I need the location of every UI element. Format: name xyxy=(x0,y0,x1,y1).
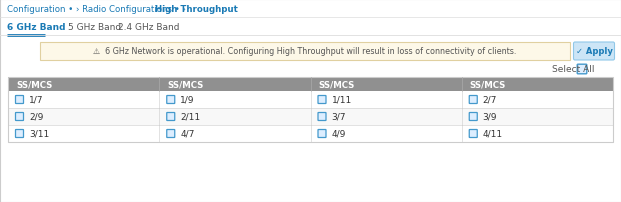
FancyBboxPatch shape xyxy=(16,96,24,104)
Text: SS/MCS: SS/MCS xyxy=(167,80,204,89)
Text: 2.4 GHz Band: 2.4 GHz Band xyxy=(118,23,179,32)
Bar xyxy=(8,78,613,92)
FancyBboxPatch shape xyxy=(16,113,24,121)
Text: 3/7: 3/7 xyxy=(332,113,346,121)
Bar xyxy=(8,125,613,142)
Text: 1/7: 1/7 xyxy=(29,96,43,104)
FancyBboxPatch shape xyxy=(469,96,478,104)
FancyBboxPatch shape xyxy=(167,96,175,104)
Text: SS/MCS: SS/MCS xyxy=(319,80,355,89)
Text: 2/11: 2/11 xyxy=(180,113,201,121)
Text: 3/9: 3/9 xyxy=(483,113,497,121)
Text: 4/7: 4/7 xyxy=(180,129,194,138)
Text: 1/11: 1/11 xyxy=(332,96,351,104)
FancyBboxPatch shape xyxy=(318,96,326,104)
Text: Configuration • › Radio Configurations • ›: Configuration • › Radio Configurations •… xyxy=(7,5,189,14)
Text: 4/11: 4/11 xyxy=(483,129,503,138)
Text: 2/9: 2/9 xyxy=(29,113,43,121)
Bar xyxy=(40,43,570,61)
FancyBboxPatch shape xyxy=(318,113,326,121)
FancyBboxPatch shape xyxy=(167,130,175,138)
FancyBboxPatch shape xyxy=(318,130,326,138)
Text: 6 GHz Band: 6 GHz Band xyxy=(7,23,65,32)
Text: 5 GHz Band: 5 GHz Band xyxy=(68,23,121,32)
FancyBboxPatch shape xyxy=(469,130,478,138)
FancyBboxPatch shape xyxy=(16,130,24,138)
Bar xyxy=(8,78,613,142)
Bar xyxy=(8,92,613,108)
FancyBboxPatch shape xyxy=(574,43,615,61)
FancyBboxPatch shape xyxy=(167,113,175,121)
Text: 3/11: 3/11 xyxy=(29,129,49,138)
Text: 1/9: 1/9 xyxy=(180,96,195,104)
FancyBboxPatch shape xyxy=(577,65,587,74)
Bar xyxy=(8,108,613,125)
Text: ⚠  6 GHz Network is operational. Configuring High Throughput will result in loss: ⚠ 6 GHz Network is operational. Configur… xyxy=(93,47,517,56)
Text: High Throughput: High Throughput xyxy=(155,5,238,14)
Text: 4/9: 4/9 xyxy=(332,129,346,138)
Text: SS/MCS: SS/MCS xyxy=(16,80,52,89)
Text: ✓ Apply: ✓ Apply xyxy=(576,47,612,56)
FancyBboxPatch shape xyxy=(469,113,478,121)
Text: SS/MCS: SS/MCS xyxy=(469,80,506,89)
Text: 2/7: 2/7 xyxy=(483,96,497,104)
Text: Select All: Select All xyxy=(552,65,594,74)
